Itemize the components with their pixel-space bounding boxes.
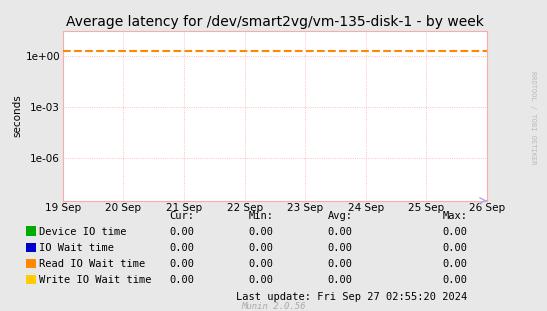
- Text: Write IO Wait time: Write IO Wait time: [39, 275, 152, 285]
- Text: 0.00: 0.00: [328, 259, 353, 269]
- Title: Average latency for /dev/smart2vg/vm-135-disk-1 - by week: Average latency for /dev/smart2vg/vm-135…: [66, 15, 484, 29]
- Text: Cur:: Cur:: [169, 211, 194, 221]
- Text: 0.00: 0.00: [443, 275, 468, 285]
- Text: Avg:: Avg:: [328, 211, 353, 221]
- Text: RRDTOOL / TOBI OETIKER: RRDTOOL / TOBI OETIKER: [531, 72, 536, 165]
- Text: 0.00: 0.00: [248, 227, 274, 237]
- Text: Device IO time: Device IO time: [39, 227, 127, 237]
- Text: 0.00: 0.00: [328, 227, 353, 237]
- Text: 0.00: 0.00: [328, 243, 353, 253]
- Text: 0.00: 0.00: [443, 227, 468, 237]
- Text: Read IO Wait time: Read IO Wait time: [39, 259, 146, 269]
- Text: 0.00: 0.00: [169, 243, 194, 253]
- Text: 0.00: 0.00: [248, 243, 274, 253]
- Text: 0.00: 0.00: [248, 275, 274, 285]
- Text: 0.00: 0.00: [169, 259, 194, 269]
- Text: Munin 2.0.56: Munin 2.0.56: [241, 302, 306, 311]
- Text: IO Wait time: IO Wait time: [39, 243, 114, 253]
- Y-axis label: seconds: seconds: [13, 95, 23, 137]
- Text: Max:: Max:: [443, 211, 468, 221]
- Text: Min:: Min:: [248, 211, 274, 221]
- Text: 0.00: 0.00: [328, 275, 353, 285]
- Text: 0.00: 0.00: [248, 259, 274, 269]
- Text: 0.00: 0.00: [169, 227, 194, 237]
- Text: Last update: Fri Sep 27 02:55:20 2024: Last update: Fri Sep 27 02:55:20 2024: [236, 292, 468, 302]
- Text: 0.00: 0.00: [169, 275, 194, 285]
- Text: 0.00: 0.00: [443, 259, 468, 269]
- Text: 0.00: 0.00: [443, 243, 468, 253]
